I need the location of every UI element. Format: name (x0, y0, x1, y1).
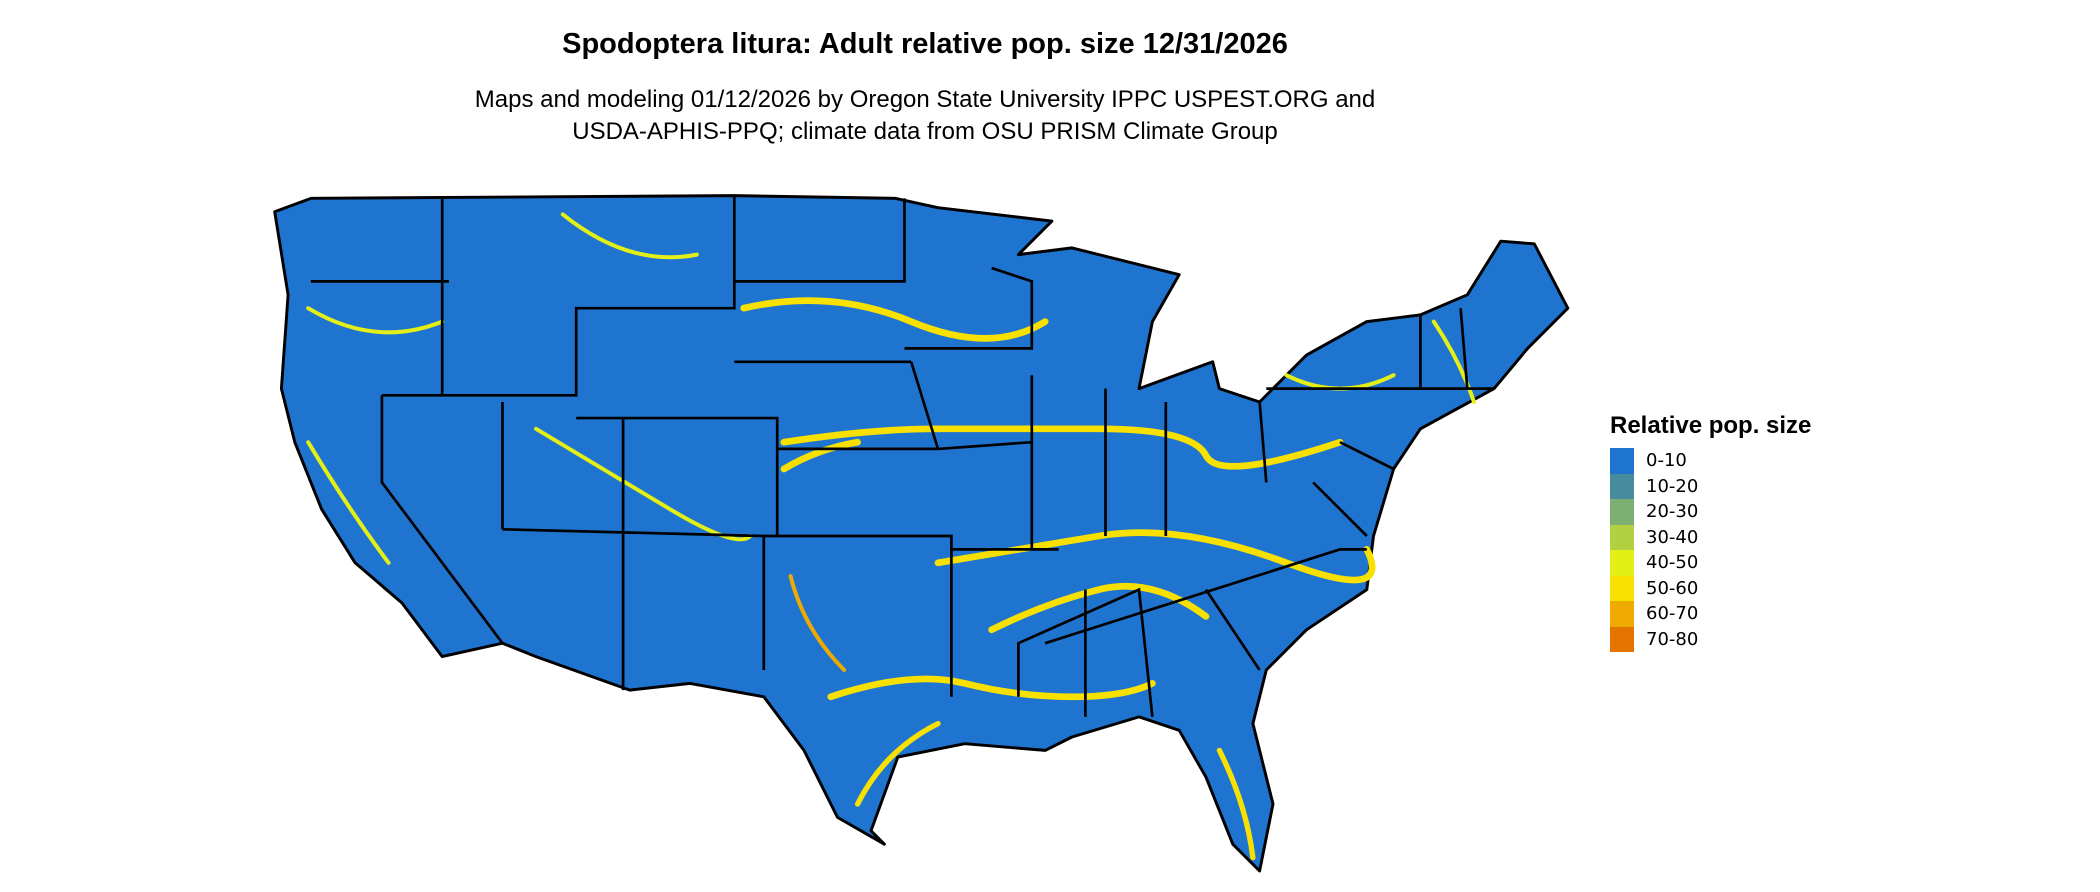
state-border (734, 198, 953, 697)
band (827, 675, 1156, 701)
legend-swatch (1610, 499, 1634, 525)
map-title: Spodoptera litura: Adult relative pop. s… (562, 28, 1288, 60)
state-border (380, 395, 779, 691)
legend-swatch (1610, 448, 1634, 474)
legend-swatch (1610, 626, 1634, 652)
legend-item: 50-60 (1610, 575, 1811, 601)
band (780, 438, 861, 473)
band (306, 306, 445, 335)
legend-item: 20-30 (1610, 499, 1811, 525)
subtitle-line-1: Maps and modeling 01/12/2026 by Oregon S… (474, 86, 1376, 113)
legend-swatch (1610, 524, 1634, 550)
state-border (310, 195, 736, 397)
legend: Relative pop. size 0-10 10-20 20-30 30-40 40… (1610, 412, 1811, 652)
legend-title: Relative pop. size (1610, 412, 1812, 439)
us-outline (273, 194, 1570, 873)
legend-label: 10-20 (1646, 475, 1699, 497)
band (740, 297, 1049, 342)
legend-label: 20-30 (1646, 501, 1699, 523)
state-border (1266, 308, 1495, 537)
legend-label: 70-80 (1646, 628, 1699, 650)
legend-swatch (1610, 601, 1634, 627)
band (1216, 747, 1256, 861)
legend-swatch (1610, 550, 1634, 576)
legend-item: 60-70 (1610, 601, 1811, 627)
legend-item: 70-80 (1610, 626, 1811, 652)
state-border (1017, 587, 1261, 718)
band (306, 440, 391, 565)
band (780, 425, 1344, 470)
legend-label: 50-60 (1646, 577, 1699, 599)
legend-swatch (1610, 575, 1634, 601)
legend-label: 30-40 (1646, 526, 1699, 548)
state-border (1044, 388, 1367, 645)
band (560, 212, 699, 260)
band (788, 574, 847, 673)
state-borders (310, 195, 1495, 718)
band (533, 426, 753, 542)
legend-label: 40-50 (1646, 552, 1699, 574)
legend-item: 40-50 (1610, 550, 1811, 576)
legend-label: 60-70 (1646, 603, 1699, 625)
subtitle-line-2: USDA-APHIS-PPQ; climate data from OSU PR… (572, 118, 1278, 145)
state-border (904, 266, 1059, 551)
legend-item: 10-20 (1610, 473, 1811, 499)
band (854, 720, 941, 807)
band (1431, 319, 1477, 405)
legend-item: 0-10 (1610, 448, 1811, 474)
legend-item: 30-40 (1610, 524, 1811, 550)
legend-label: 0-10 (1646, 450, 1687, 472)
band (988, 582, 1210, 634)
legend-swatch (1610, 473, 1634, 499)
legend-items: 0-10 10-20 20-30 30-40 40-50 50-60 60-70 70-80 (1610, 448, 1811, 652)
